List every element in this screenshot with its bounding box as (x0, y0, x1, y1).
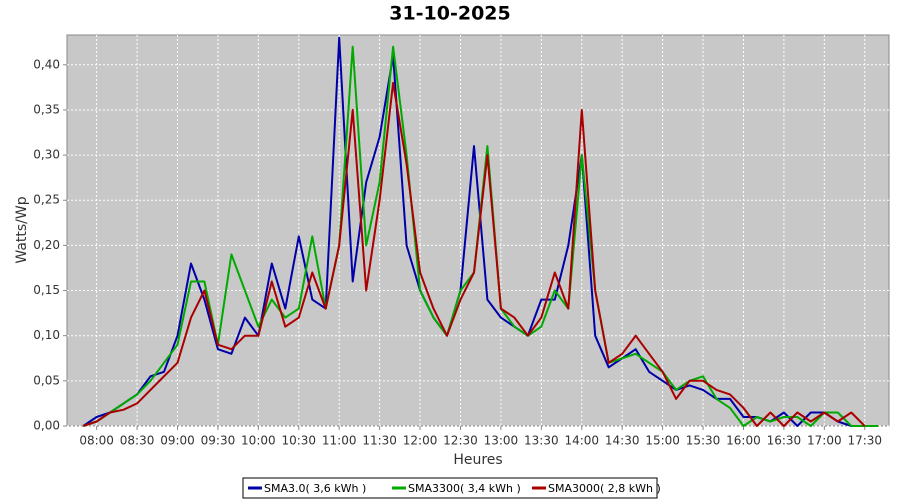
x-tick-label: 08:00 (79, 434, 114, 448)
y-tick-label: 0,00 (33, 419, 60, 433)
legend-label: SMA3300( 3,4 kWh ) (408, 482, 521, 495)
y-axis-label: Watts/Wp (14, 196, 30, 263)
y-tick-label: 0,30 (33, 148, 60, 162)
x-tick-label: 12:30 (443, 434, 478, 448)
data-line (82, 81, 866, 427)
x-tick-label: 16:00 (726, 434, 761, 448)
y-tick-label: 0,15 (33, 283, 60, 297)
x-tick-label: 09:00 (160, 434, 195, 448)
x-tick-label: 11:30 (362, 434, 397, 448)
x-tick-label: 13:30 (524, 434, 559, 448)
x-tick-label: 11:00 (322, 434, 357, 448)
x-tick-label: 17:00 (807, 434, 842, 448)
x-tick-label: 10:00 (241, 434, 276, 448)
x-tick-label: 14:00 (564, 434, 599, 448)
x-tick-label: 15:00 (645, 434, 680, 448)
x-tick-label: 16:30 (767, 434, 802, 448)
legend-label: SMA3000( 2,8 kWh ) (548, 482, 661, 495)
x-tick-label: 10:30 (281, 434, 316, 448)
x-tick-label: 09:30 (201, 434, 236, 448)
chart-title: 31-10-2025 (389, 3, 511, 25)
y-tick-label: 0,10 (33, 328, 60, 342)
x-tick-label: 12:00 (403, 434, 438, 448)
x-tick-label: 17:30 (847, 434, 882, 448)
y-tick-label: 0,05 (33, 373, 60, 387)
data-line (82, 36, 852, 427)
y-tick-label: 0,35 (33, 102, 60, 116)
legend-label: SMA3.0( 3,6 kWh ) (264, 482, 366, 495)
y-tick-label: 0,20 (33, 238, 60, 252)
x-tick-label: 08:30 (120, 434, 155, 448)
x-tick-label: 15:30 (686, 434, 721, 448)
x-tick-label: 14:30 (605, 434, 640, 448)
x-tick-label: 13:00 (484, 434, 519, 448)
x-axis-label: Heures (453, 452, 502, 468)
legend (242, 477, 658, 499)
y-tick-label: 0,25 (33, 193, 60, 207)
y-tick-label: 0,40 (33, 57, 60, 71)
